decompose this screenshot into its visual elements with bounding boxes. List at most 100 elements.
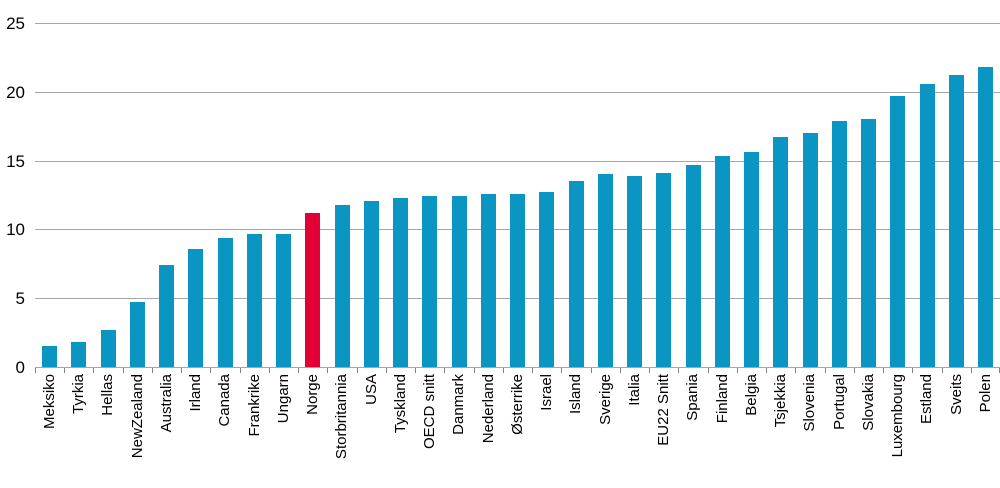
x-label-cell: Estland bbox=[913, 374, 942, 488]
x-label-cell: Luxembourg bbox=[883, 374, 912, 488]
ticks-layer bbox=[35, 23, 1000, 373]
x-axis-tick bbox=[619, 368, 621, 373]
x-axis-tick bbox=[93, 368, 95, 373]
y-tick-label-15: 15 bbox=[6, 151, 25, 171]
x-tick-label-hellas: Hellas bbox=[99, 374, 117, 416]
bar-sverige bbox=[597, 174, 613, 367]
x-axis-tick bbox=[795, 368, 797, 373]
x-tick-label-spania: Spania bbox=[684, 374, 702, 421]
bar-frankrike bbox=[246, 233, 262, 367]
x-label-cell: Australia bbox=[152, 374, 181, 488]
bar-slot bbox=[971, 23, 1000, 367]
bar-slot bbox=[474, 23, 503, 367]
x-axis-tick bbox=[444, 368, 446, 373]
bar-slot bbox=[737, 23, 766, 367]
y-tick-label-0: 0 bbox=[15, 358, 25, 377]
x-label-cell: Island bbox=[562, 374, 591, 488]
x-label-cell: NewZealand bbox=[123, 374, 152, 488]
bar-storbritannia bbox=[334, 204, 350, 367]
bar-slot bbox=[591, 23, 620, 367]
plot-area bbox=[35, 23, 1000, 373]
bar-slot bbox=[883, 23, 912, 367]
x-tick-label-meksiko: Meksiko bbox=[40, 374, 58, 430]
x-tick-label-danmark: Danmark bbox=[450, 374, 468, 435]
x-axis-tick bbox=[298, 368, 300, 373]
x-label-cell: Portugal bbox=[825, 374, 854, 488]
x-tick-label-tyrkia: Tyrkia bbox=[70, 374, 87, 415]
x-axis-tick bbox=[64, 368, 66, 373]
x-tick-label-estland: Estland bbox=[918, 374, 936, 425]
bar-spania bbox=[685, 164, 701, 367]
bar-polen bbox=[978, 67, 994, 367]
x-label-cell: Slovakia bbox=[854, 374, 883, 488]
bars-layer bbox=[35, 23, 1000, 367]
x-tick-label-israel: Israel bbox=[538, 374, 555, 411]
x-tick-label-italia: Italia bbox=[625, 374, 643, 406]
bar-slot bbox=[942, 23, 971, 367]
x-label-cell: Storbritannia bbox=[328, 374, 357, 488]
x-label-cell: OECD snitt bbox=[415, 374, 444, 488]
y-tick-label-10: 10 bbox=[6, 220, 25, 240]
bar-slot bbox=[64, 23, 93, 367]
bar-meksiko bbox=[42, 346, 58, 367]
bar-slot bbox=[211, 23, 240, 367]
x-label-cell: Ungarn bbox=[269, 374, 298, 488]
x-axis-tick bbox=[941, 368, 943, 373]
x-label-cell: Italia bbox=[620, 374, 649, 488]
bar-tyskland bbox=[393, 197, 409, 367]
x-axis-tick bbox=[210, 368, 212, 373]
x-label-cell: Tyrkia bbox=[64, 374, 93, 488]
x-axis-tick bbox=[824, 368, 826, 373]
x-axis-tick bbox=[649, 368, 651, 373]
x-tick-label-slovenia: Slovenia bbox=[801, 374, 819, 432]
x-label-cell: Hellas bbox=[94, 374, 123, 488]
bar-slot bbox=[708, 23, 737, 367]
x-axis-tick bbox=[502, 368, 504, 373]
bar-canada bbox=[217, 237, 233, 367]
x-axis-tick bbox=[239, 368, 241, 373]
x-tick-label-slovakia: Slovakia bbox=[859, 374, 877, 431]
bar-ungarn bbox=[276, 233, 292, 367]
gridline-20 bbox=[35, 91, 1000, 93]
bar-slot bbox=[386, 23, 415, 367]
x-tick-label-storbritannia: Storbritannia bbox=[333, 374, 351, 460]
x-label-cell: Canada bbox=[211, 374, 240, 488]
y-tick-label-5: 5 bbox=[15, 289, 25, 309]
x-tick-label-irland: Irland bbox=[187, 374, 204, 412]
bar-slot bbox=[298, 23, 327, 367]
x-tick-label-canada: Canada bbox=[216, 374, 234, 427]
x-tick-label-oecd-snitt: OECD snitt bbox=[421, 374, 438, 450]
gridline-25 bbox=[35, 23, 1000, 24]
x-axis-tick bbox=[590, 368, 592, 373]
x-tick-label-australia: Australia bbox=[157, 374, 175, 433]
x-tick-label-polen: Polen bbox=[976, 374, 994, 413]
bar-luxembourg bbox=[890, 95, 906, 367]
bar-italia bbox=[627, 175, 643, 367]
bar-slot bbox=[415, 23, 444, 367]
x-axis-tick bbox=[356, 368, 358, 373]
x-label-cell: Finland bbox=[708, 374, 737, 488]
x-axis-tick bbox=[561, 368, 563, 373]
x-axis-tick bbox=[912, 368, 914, 373]
x-label-cell: EU22 Snitt bbox=[649, 374, 678, 488]
x-label-cell: Sveits bbox=[942, 374, 971, 488]
bar-portugal bbox=[831, 120, 847, 367]
x-label-cell: Meksiko bbox=[35, 374, 64, 488]
x-tick-label-finland: Finland bbox=[713, 374, 731, 424]
x-axis-tick bbox=[766, 368, 768, 373]
x-label-cell: Frankrike bbox=[240, 374, 269, 488]
bar-nederland bbox=[480, 193, 496, 367]
bar-slot bbox=[152, 23, 181, 367]
x-axis-tick bbox=[268, 368, 270, 373]
bar-israel bbox=[539, 192, 555, 367]
x-axis-tick bbox=[970, 368, 972, 373]
x-label-cell: Nederland bbox=[474, 374, 503, 488]
x-tick-label-frankrike: Frankrike bbox=[245, 374, 263, 437]
x-axis-tick bbox=[385, 368, 387, 373]
x-tick-label-tsjekkia: Tsjekkia bbox=[772, 374, 789, 428]
x-axis-line bbox=[35, 367, 1000, 368]
x-axis-tick bbox=[151, 368, 153, 373]
bar-irland bbox=[188, 248, 204, 367]
x-tick-label-usa: USA bbox=[362, 374, 380, 405]
